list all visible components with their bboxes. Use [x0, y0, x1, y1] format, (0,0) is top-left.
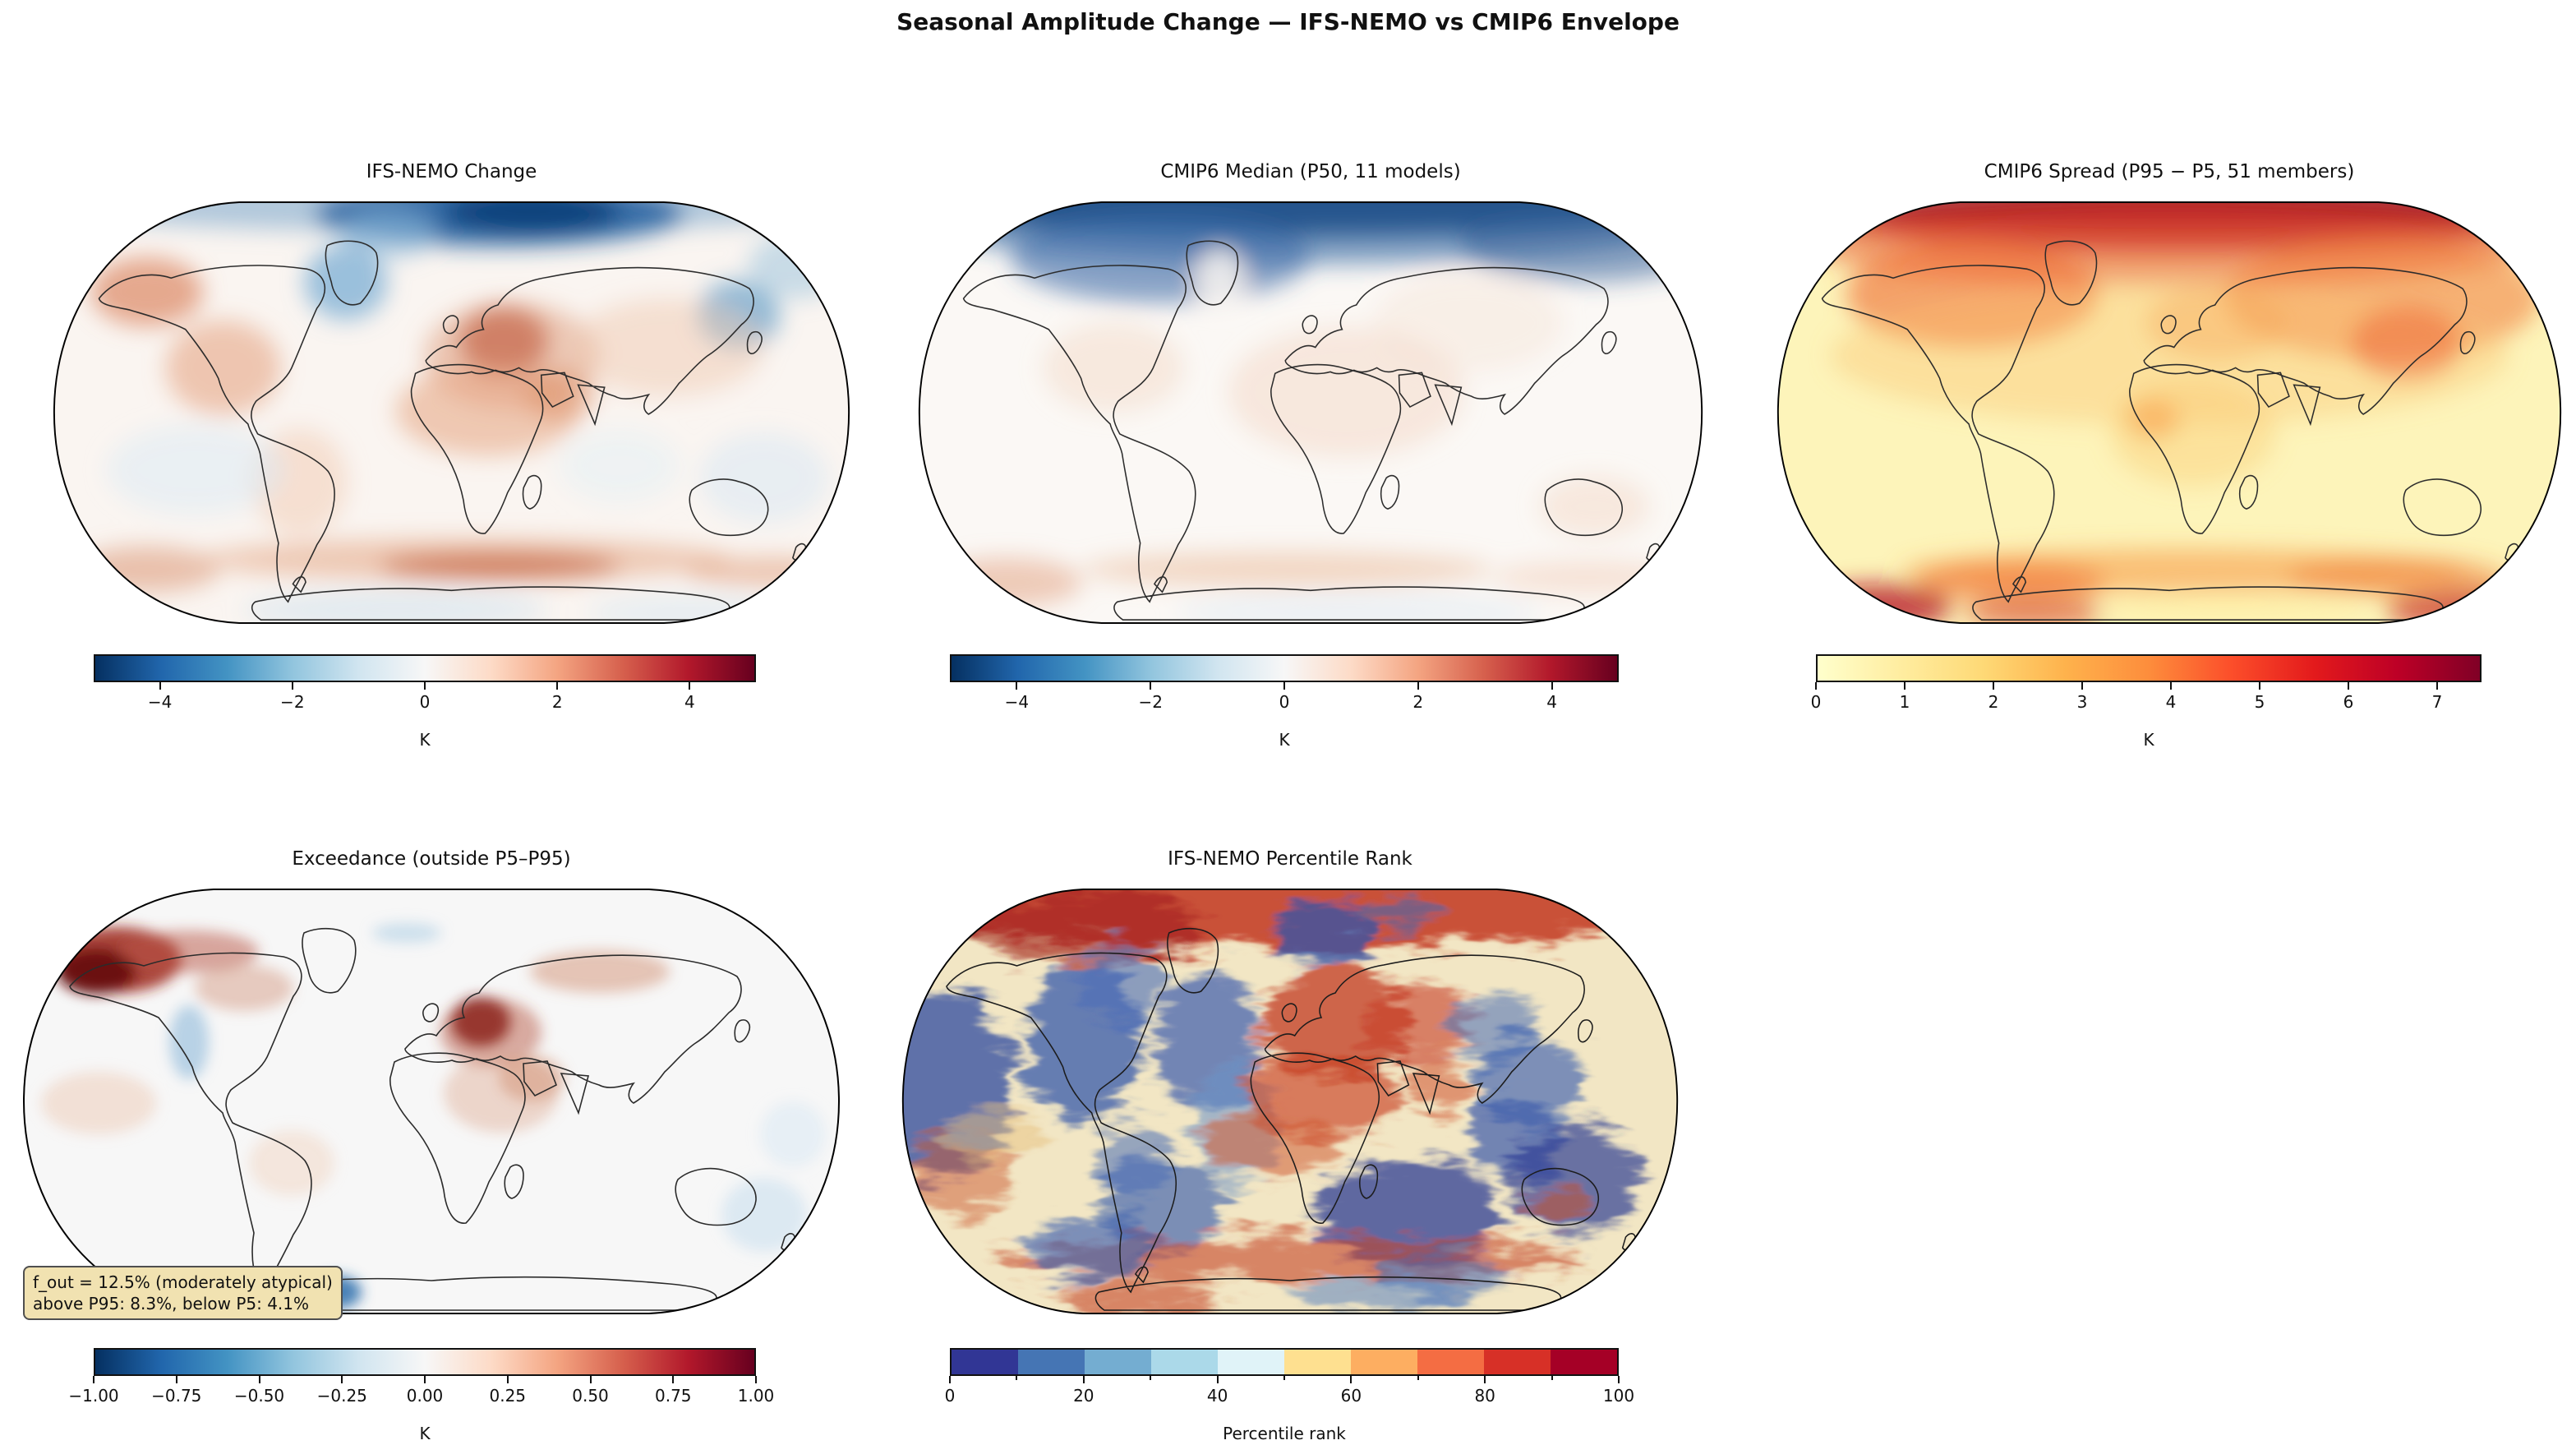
colorbar-ifs-change: −4 −2 0 2 4 K [94, 654, 756, 753]
tick-label: 20 [1073, 1386, 1094, 1406]
tick-label: −2 [280, 692, 305, 712]
panel-ifs-nemo-change: IFS-NEMO Change [51, 161, 852, 753]
colorbar-cmip6-median: −4 −2 0 2 4 K [950, 654, 1619, 753]
tick-label: 0.25 [489, 1386, 527, 1406]
map-percentile-rank [901, 889, 1679, 1314]
panel-title: CMIP6 Median (P50, 11 models) [1160, 161, 1461, 182]
tick-label: 1.00 [737, 1386, 775, 1406]
tick-label: −4 [1004, 692, 1030, 712]
tick-label: 0.00 [406, 1386, 444, 1406]
tick-label: −0.75 [151, 1386, 202, 1406]
map-cmip6-spread [1776, 201, 2562, 625]
colorbar-unit-label: K [1279, 730, 1290, 750]
tick-label: 4 [684, 692, 695, 712]
tick-label: 4 [2165, 692, 2177, 712]
tick-label: 100 [1602, 1386, 1635, 1406]
tick-label: −2 [1138, 692, 1163, 712]
tick-label: 0.50 [572, 1386, 609, 1406]
tick-label: 0 [944, 1386, 956, 1406]
panel-percentile-rank: IFS-NEMO Percentile Rank [900, 848, 1680, 1445]
panel-title: Exceedance (outside P5–P95) [292, 848, 571, 870]
tick-label: 80 [1474, 1386, 1495, 1406]
tick-label: 7 [2431, 692, 2443, 712]
colorbar-unit-label: K [419, 730, 431, 750]
annotation-line1: f_out = 12.5% (moderately atypical) [33, 1272, 333, 1292]
tick-label: 60 [1340, 1386, 1362, 1406]
annotation-box: f_out = 12.5% (moderately atypical) abov… [23, 1266, 343, 1320]
map-ifs-nemo-change [53, 201, 850, 625]
colorbar-gradient [950, 654, 1619, 682]
tick-label: 0 [1279, 692, 1290, 712]
colorbar-gradient [94, 654, 756, 682]
colorbar-gradient [950, 1348, 1619, 1376]
tick-label: 4 [1546, 692, 1557, 712]
tick-label: −1.00 [68, 1386, 119, 1406]
panel-title: IFS-NEMO Change [366, 161, 537, 182]
map-cmip6-median [918, 201, 1703, 625]
figure-title: Seasonal Amplitude Change — IFS-NEMO vs … [896, 8, 1680, 35]
tick-label: 2 [1988, 692, 1999, 712]
panel-title: IFS-NEMO Percentile Rank [1168, 848, 1412, 870]
colorbar-cmip6-spread: 0 1 2 3 4 5 6 7 K [1811, 654, 2482, 753]
tick-label: 1 [1899, 692, 1910, 712]
panel-title: CMIP6 Spread (P95 − P5, 51 members) [1984, 161, 2355, 182]
map-exceedance [22, 889, 841, 1314]
colorbar-gradient [94, 1348, 756, 1376]
colorbar-gradient [1816, 654, 2482, 682]
tick-label: 0 [419, 692, 431, 712]
panel-cmip6-median: CMIP6 Median (P50, 11 models) [916, 161, 1705, 753]
colorbar-percentile-rank: 0 20 40 60 80 100 Percentile rank [945, 1348, 1634, 1445]
tick-label: −0.25 [316, 1386, 367, 1406]
tick-label: 3 [2076, 692, 2088, 712]
tick-label: 2 [1412, 692, 1424, 712]
panel-cmip6-spread: CMIP6 Spread (P95 − P5, 51 members) [1775, 161, 2564, 753]
annotation-line2: above P95: 8.3%, below P5: 4.1% [33, 1294, 310, 1313]
tick-label: 40 [1206, 1386, 1228, 1406]
colorbar-unit-label: K [2143, 730, 2154, 750]
panel-exceedance: Exceedance (outside P5–P95) [21, 848, 842, 1445]
tick-label: 0.75 [654, 1386, 692, 1406]
colorbar-unit-label: K [419, 1424, 431, 1443]
tick-label: 5 [2254, 692, 2265, 712]
colorbar-unit-label: Percentile rank [1223, 1424, 1346, 1443]
tick-label: −4 [147, 692, 173, 712]
tick-label: 6 [2343, 692, 2354, 712]
tick-label: −0.50 [233, 1386, 285, 1406]
tick-label: 2 [551, 692, 563, 712]
tick-label: 0 [1810, 692, 1822, 712]
colorbar-exceedance: −1.00 −0.75 −0.50 −0.25 0.00 0.25 0.50 0… [68, 1348, 774, 1445]
